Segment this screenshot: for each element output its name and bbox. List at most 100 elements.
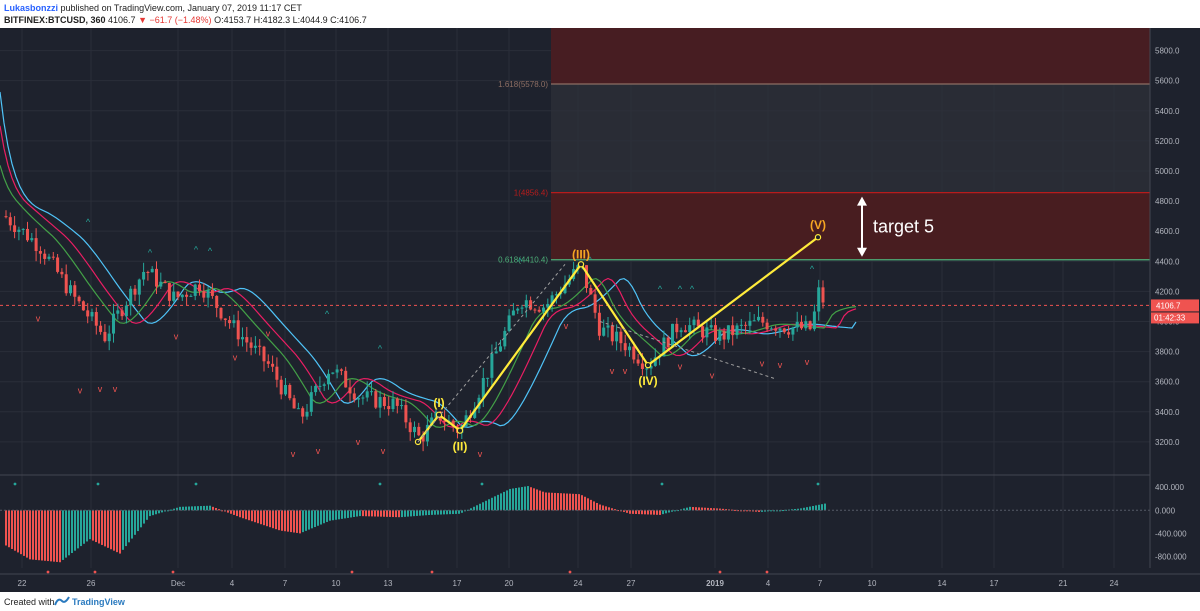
- macd-bar-rising: [419, 510, 421, 516]
- candle-up: [473, 408, 477, 418]
- macd-bar-rising: [359, 510, 361, 517]
- macd-bar-falling: [701, 507, 703, 511]
- time-tick-label: 27: [627, 579, 636, 588]
- price-tick-label: 4200.0: [1155, 287, 1180, 296]
- macd-bar-rising: [137, 510, 139, 532]
- fractal-down-marker: v: [381, 446, 386, 456]
- macd-bar-rising: [314, 510, 316, 528]
- macd-bar-rising: [491, 497, 493, 511]
- macd-bar-falling: [218, 509, 220, 511]
- time-tick-label: 2019: [706, 579, 724, 588]
- macd-bar-falling: [545, 492, 547, 511]
- candle-down: [774, 328, 778, 331]
- macd-bar-rising: [155, 510, 157, 515]
- fractal-up-marker: ^: [208, 246, 213, 256]
- candle-up: [17, 229, 21, 233]
- macd-bar-falling: [278, 510, 280, 531]
- candle-up: [709, 325, 713, 328]
- macd-bar-falling: [5, 510, 7, 546]
- macd-bar-falling: [251, 510, 253, 522]
- time-tick-label: 10: [332, 579, 341, 588]
- candle-down: [683, 330, 687, 333]
- macd-bar-rising: [353, 510, 355, 517]
- macd-bar-falling: [389, 510, 391, 517]
- wave-point: [577, 261, 585, 268]
- candle-up: [425, 424, 429, 442]
- macd-bar-falling: [20, 510, 22, 555]
- candle-down: [43, 253, 47, 259]
- macd-bar-falling: [116, 510, 118, 553]
- candle-up: [378, 397, 382, 408]
- macd-bar-falling: [92, 510, 94, 541]
- created-with-text: Created with: [4, 597, 55, 607]
- macd-bar-falling: [653, 510, 655, 515]
- fractal-up-marker: ^: [378, 344, 383, 354]
- time-axis[interactable]: 22 26 Dec 4 7 10 13 17 20 24 27 2019 4 7 10 14 17 21 24: [0, 573, 1200, 588]
- signal-dot: [13, 482, 17, 486]
- macd-bar-falling: [53, 510, 55, 562]
- macd-bar-rising: [410, 510, 412, 517]
- fractal-up-marker: ^: [194, 244, 199, 254]
- macd-bar-rising: [524, 486, 526, 511]
- macd-bar-rising: [482, 502, 484, 511]
- candle-down: [404, 405, 408, 423]
- fractal-up-marker: ^: [518, 256, 523, 266]
- candle-down: [262, 346, 266, 362]
- candle-up: [606, 325, 610, 328]
- macd-bar-rising: [152, 510, 154, 516]
- macd-bar-rising: [494, 496, 496, 511]
- macd-bar-rising: [812, 505, 814, 511]
- macd-bar-rising: [182, 506, 184, 511]
- candle-down: [60, 271, 64, 275]
- candle-down: [585, 265, 588, 289]
- candle-up: [116, 310, 120, 314]
- signal-dot: [93, 570, 97, 574]
- tradingview-brand[interactable]: TradingView: [72, 597, 125, 607]
- candle-down: [219, 307, 223, 319]
- macd-bar-rising: [176, 507, 178, 511]
- macd-bar-falling: [56, 510, 58, 562]
- fractal-up-marker: ^: [588, 255, 593, 265]
- candle-up: [107, 333, 111, 342]
- macd-bar-falling: [365, 510, 367, 517]
- candle-up: [645, 368, 649, 370]
- candle-down: [344, 370, 348, 388]
- candle-down: [714, 325, 717, 341]
- price-chart[interactable]: 1.618(5578.0) 1(4856.4) 0.618(4410.4) ^ ^ ^ ^…: [0, 28, 1200, 592]
- fractal-down-marker: v: [710, 371, 715, 381]
- candle-down: [288, 385, 292, 399]
- macd-bar-falling: [755, 510, 757, 512]
- macd-bar-falling: [371, 510, 373, 517]
- candle-up: [159, 281, 163, 287]
- candle-down: [34, 238, 38, 252]
- price-axis[interactable]: 5800.0 5600.0 5400.0 5200.0 5000.0 4800.0 4600…: [1149, 28, 1200, 592]
- fractal-down-marker: v: [623, 366, 628, 376]
- macd-bar-falling: [95, 510, 97, 543]
- macd-bar-rising: [470, 508, 472, 511]
- macd-bar-rising: [341, 510, 343, 519]
- candle-down: [73, 285, 77, 297]
- macd-bar-falling: [215, 508, 217, 511]
- fractal-up-marker: ^: [148, 247, 153, 257]
- candle-up: [413, 426, 416, 433]
- time-tick-label: 24: [574, 579, 583, 588]
- macd-bar-rising: [437, 510, 439, 515]
- macd-bar-rising: [458, 510, 460, 514]
- wave-label: (V): [810, 218, 826, 232]
- macd-bar-falling: [641, 510, 643, 515]
- macd-bar-rising: [149, 510, 151, 517]
- macd-bar-falling: [551, 492, 553, 511]
- candle-up: [542, 307, 545, 312]
- author-link[interactable]: Lukasbonzzi: [4, 3, 59, 13]
- candle-down: [529, 300, 533, 310]
- macd-bar-rising: [134, 510, 136, 535]
- time-tick-label: 24: [1110, 579, 1119, 588]
- candle-up: [327, 373, 330, 385]
- candle-down: [94, 312, 98, 326]
- candle-up: [284, 385, 287, 395]
- ohlc-values: O:4153.7 H:4182.3 L:4044.9 C:4106.7: [214, 15, 367, 25]
- macd-bar-rising: [527, 486, 529, 511]
- macd-bar-rising: [83, 510, 85, 544]
- macd-bar-falling: [44, 510, 46, 561]
- macd-bar-falling: [554, 492, 556, 511]
